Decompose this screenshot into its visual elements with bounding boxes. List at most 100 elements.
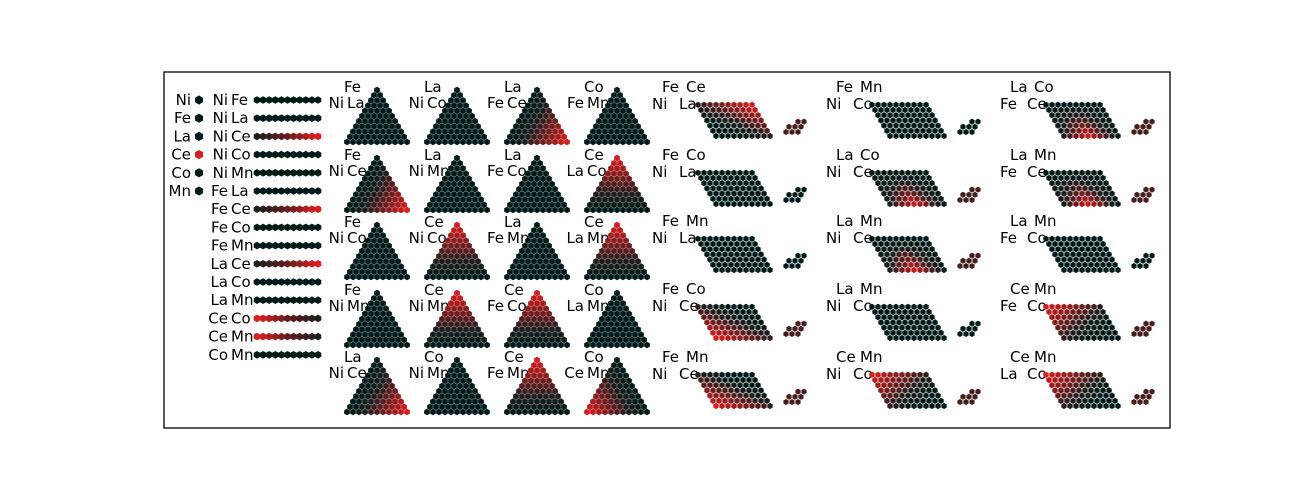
ternary-hex bbox=[558, 331, 564, 338]
binary-hex bbox=[278, 296, 285, 304]
ternary-hex bbox=[555, 268, 561, 276]
quaternary-hex bbox=[1061, 382, 1067, 389]
ternary-hex bbox=[478, 196, 484, 203]
ternary-hex bbox=[356, 206, 362, 214]
quaternary-hex bbox=[755, 392, 761, 399]
quaternary-hex bbox=[749, 303, 755, 310]
ternary-hex bbox=[620, 263, 626, 270]
binary-hex bbox=[253, 260, 261, 268]
quaternary-hex bbox=[1070, 127, 1076, 134]
ternary-hex bbox=[525, 247, 531, 255]
quaternary-hex bbox=[743, 246, 749, 253]
ternary-hex bbox=[374, 300, 380, 307]
ternary-hex bbox=[543, 382, 549, 390]
quaternary-hex bbox=[893, 101, 899, 108]
quaternary-hex bbox=[1052, 106, 1058, 114]
quaternary-hex bbox=[719, 190, 725, 197]
ternary-hex bbox=[368, 128, 374, 135]
quaternary-hex bbox=[761, 122, 767, 129]
ternary-hex bbox=[433, 403, 439, 411]
quaternary-hex bbox=[755, 190, 761, 197]
ternary-hex bbox=[516, 263, 522, 270]
quaternary-hex bbox=[875, 303, 881, 310]
ternary-hex bbox=[386, 408, 392, 416]
quaternary-hex bbox=[1055, 246, 1061, 253]
quaternary-hex bbox=[1046, 174, 1052, 182]
binary-hex bbox=[296, 132, 303, 141]
ternary-hex bbox=[380, 377, 386, 385]
quaternary-hex bbox=[911, 132, 917, 140]
binary-label-b: Co bbox=[231, 309, 251, 327]
ternary-hex bbox=[620, 165, 626, 172]
quaternary-hex bbox=[1079, 334, 1085, 342]
ternary-label-left: Fe bbox=[487, 364, 504, 382]
ternary-hex bbox=[365, 268, 371, 276]
ternary-hex bbox=[534, 331, 540, 338]
quaternary-hex bbox=[926, 376, 932, 384]
ternary-hex bbox=[635, 133, 641, 141]
quaternary-hex bbox=[887, 256, 893, 263]
ternary-hex bbox=[611, 191, 617, 198]
ternary-hex bbox=[475, 191, 481, 198]
ternary-hex bbox=[611, 268, 617, 276]
quaternary-sat-hex bbox=[1137, 129, 1143, 135]
ternary-label-right: Co bbox=[587, 162, 607, 180]
ternary-hex bbox=[620, 117, 626, 125]
ternary-hex bbox=[365, 191, 371, 198]
quaternary-hex bbox=[710, 251, 716, 258]
quaternary-hex bbox=[704, 106, 710, 114]
quaternary-sat-hex bbox=[1134, 123, 1140, 130]
ternary-hex bbox=[540, 165, 546, 172]
ternary-hex bbox=[519, 403, 525, 411]
ternary-hex bbox=[389, 201, 395, 209]
quaternary-sat-hex bbox=[792, 123, 798, 130]
quaternary-hex bbox=[1091, 132, 1097, 140]
quaternary-sat-hex bbox=[957, 129, 963, 135]
ternary-hex bbox=[623, 180, 629, 188]
quaternary-hex bbox=[737, 200, 743, 208]
ternary-hex bbox=[448, 341, 454, 349]
quaternary-hex bbox=[731, 246, 737, 253]
quaternary-hex bbox=[935, 200, 941, 208]
quaternary-sat-hex bbox=[1140, 257, 1146, 264]
quaternary-hex bbox=[1070, 174, 1076, 182]
binary-hex bbox=[290, 169, 297, 177]
ternary-hex bbox=[531, 180, 537, 188]
ternary-hex bbox=[377, 326, 383, 333]
quaternary-hex bbox=[1088, 127, 1094, 134]
ternary-hex bbox=[436, 185, 442, 193]
ternary-hex bbox=[359, 382, 365, 390]
ternary-hex bbox=[525, 102, 531, 109]
quaternary-hex bbox=[1064, 195, 1070, 202]
quaternary-hex bbox=[740, 106, 746, 114]
ternary-hex bbox=[629, 336, 635, 344]
quaternary-hex bbox=[929, 112, 935, 119]
binary-hex bbox=[284, 278, 291, 286]
ternary-hex bbox=[371, 294, 377, 302]
quaternary-hex bbox=[914, 240, 920, 248]
ternary-hex bbox=[519, 180, 525, 188]
ternary-hex bbox=[510, 138, 516, 146]
binary-label-a: Fe bbox=[211, 182, 228, 200]
quaternary-hex bbox=[1082, 319, 1088, 326]
quaternary-hex bbox=[875, 246, 881, 253]
ternary-hex bbox=[614, 97, 620, 104]
quaternary-hex bbox=[932, 387, 938, 394]
ternary-label-top: Co bbox=[584, 281, 604, 299]
binary-hex bbox=[296, 351, 303, 359]
quaternary-hex bbox=[1055, 303, 1061, 310]
quaternary-hex bbox=[1103, 256, 1109, 263]
quaternary-hex bbox=[1064, 387, 1070, 394]
quaternary-hex bbox=[914, 261, 920, 268]
ternary-hex bbox=[362, 138, 368, 146]
ternary-hex bbox=[531, 102, 537, 109]
quaternary-hex bbox=[896, 185, 902, 192]
ternary-hex bbox=[454, 86, 460, 94]
ternary-hex bbox=[460, 206, 466, 214]
quaternary-hex bbox=[890, 397, 896, 404]
ternary-hex bbox=[516, 206, 522, 214]
